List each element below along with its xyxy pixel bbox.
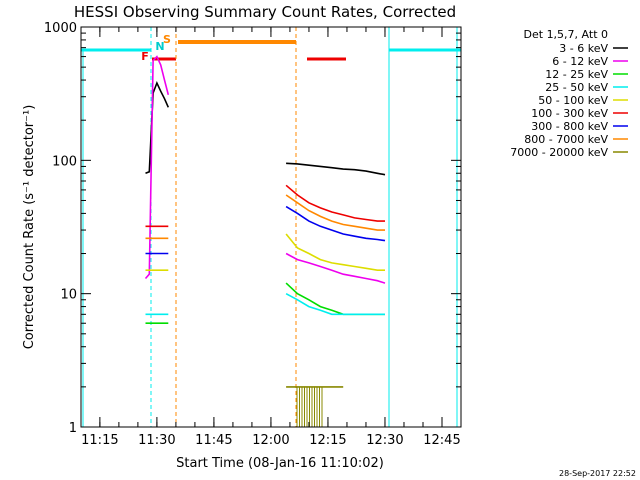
legend-label: 3 - 6 keV <box>559 42 608 55</box>
series-line <box>286 162 386 176</box>
timestamp: 28-Sep-2017 22:52 <box>559 469 636 478</box>
plot-area: FNS <box>81 27 461 427</box>
legend-label: 7000 - 20000 keV <box>510 146 608 159</box>
y-tick-label: 1 <box>69 421 77 436</box>
legend-label: 6 - 12 keV <box>552 55 608 68</box>
flag-label: S <box>163 33 171 46</box>
x-tick-label: 12:00 <box>252 433 289 448</box>
chart-title: HESSI Observing Summary Count Rates, Cor… <box>74 3 456 21</box>
legend-label: 50 - 100 keV <box>538 94 608 107</box>
plot-frame <box>80 26 462 428</box>
series-line <box>144 55 170 280</box>
x-axis-label: Start Time (08-Jan-16 11:10:02) <box>176 456 384 471</box>
legend-title: Det 1,5,7, Att 0 <box>524 28 608 41</box>
legend-label: 25 - 50 keV <box>545 81 608 94</box>
series-line <box>285 233 385 272</box>
legend-label: 12 - 25 keV <box>545 68 608 81</box>
flag-label: F <box>141 50 149 63</box>
y-tick-label: 10 <box>60 288 77 303</box>
y-tick-label: 1000 <box>44 21 77 36</box>
legend-label: 100 - 300 keV <box>531 107 608 120</box>
series-line <box>145 80 170 175</box>
x-tick-label: 11:30 <box>138 433 175 448</box>
x-tick-label: 11:15 <box>81 433 118 448</box>
y-axis-label: Corrected Count Rate (s⁻¹ detector⁻¹) <box>22 105 37 350</box>
series-line <box>285 184 385 222</box>
flag-label: N <box>155 40 164 53</box>
x-tick-label: 11:45 <box>195 433 232 448</box>
x-tick-label: 12:15 <box>309 433 346 448</box>
legend-label: 300 - 800 keV <box>531 120 608 133</box>
x-axis: 11:15 11:30 11:45 12:00 12:15 12:30 12:45 <box>81 27 462 448</box>
y-tick-label: 100 <box>52 154 77 169</box>
x-tick-label: 12:30 <box>366 433 403 448</box>
x-tick-label: 12:45 <box>423 433 460 448</box>
y-axis: 1 10 100 1000 <box>44 21 461 436</box>
series-line <box>285 252 386 284</box>
series-line <box>285 282 385 316</box>
series-line <box>285 205 386 242</box>
legend-label: 800 - 7000 keV <box>524 133 608 146</box>
series-line <box>285 194 385 231</box>
series-line <box>285 292 385 316</box>
